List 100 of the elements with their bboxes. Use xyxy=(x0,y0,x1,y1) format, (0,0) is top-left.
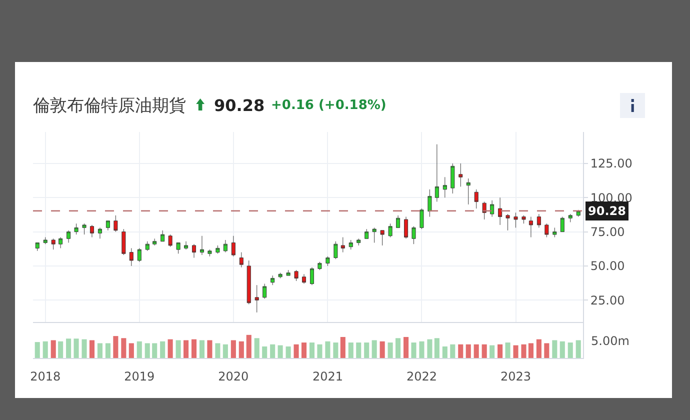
candlestick xyxy=(90,224,94,238)
candlestick xyxy=(334,241,338,260)
bar xyxy=(191,339,197,358)
candlestick xyxy=(302,274,306,284)
candlestick xyxy=(514,212,518,228)
bar xyxy=(294,344,299,358)
bar xyxy=(278,345,283,358)
text: 90.28 xyxy=(214,96,265,115)
bar xyxy=(152,343,158,358)
bar xyxy=(286,346,291,358)
bar xyxy=(168,339,173,358)
bar xyxy=(254,338,260,358)
candlestick xyxy=(208,249,212,257)
text: +0.16 (+0.18%) xyxy=(271,98,386,113)
candlestick xyxy=(442,176,447,198)
candlestick xyxy=(326,256,330,266)
candlestick xyxy=(450,163,455,194)
candlestick xyxy=(294,270,298,282)
candlestick xyxy=(137,248,142,262)
bar xyxy=(560,341,565,358)
candlestick xyxy=(560,216,564,232)
candlestick xyxy=(145,241,150,252)
bar xyxy=(466,344,471,358)
candlestick xyxy=(184,241,188,250)
bar xyxy=(144,343,150,358)
bar xyxy=(505,342,510,358)
candlestick xyxy=(51,238,56,250)
bar xyxy=(404,336,409,358)
bar xyxy=(458,344,464,358)
bar xyxy=(388,342,393,358)
bar xyxy=(364,342,370,358)
bar xyxy=(419,341,424,358)
candlestick xyxy=(490,200,494,217)
candlestick xyxy=(396,215,400,228)
candlestick xyxy=(506,214,510,231)
x-tick-label: 2023 xyxy=(500,369,532,384)
bar xyxy=(128,343,134,358)
bar xyxy=(427,339,432,358)
bar xyxy=(434,338,440,358)
candlestick xyxy=(544,223,549,238)
candlestick xyxy=(152,238,157,246)
bar xyxy=(411,342,416,358)
bar xyxy=(301,342,307,358)
bar xyxy=(576,340,581,358)
bar xyxy=(215,343,220,358)
candlestick xyxy=(216,245,220,254)
bar xyxy=(270,344,276,358)
candlestick xyxy=(239,252,244,268)
bar xyxy=(82,339,87,358)
bar xyxy=(136,341,142,358)
candlestick xyxy=(412,226,416,244)
bar xyxy=(309,342,315,358)
x-tick-label: 2019 xyxy=(124,369,155,384)
bar xyxy=(490,345,495,358)
bar xyxy=(42,341,48,358)
candlestick xyxy=(286,270,290,276)
bar xyxy=(230,340,236,358)
x-tick-label: 2022 xyxy=(406,369,438,384)
candlestick xyxy=(482,201,486,220)
candlestick xyxy=(82,223,86,235)
candlestick xyxy=(246,260,251,304)
x-tick-label: 2021 xyxy=(312,369,343,384)
bar xyxy=(348,342,354,358)
candlestick xyxy=(223,240,228,253)
bar xyxy=(325,341,330,358)
bar xyxy=(66,338,72,358)
candlestick xyxy=(278,272,282,279)
candlestick xyxy=(192,244,196,258)
bar xyxy=(238,341,244,358)
candlestick xyxy=(74,223,78,235)
candlestick xyxy=(310,267,314,286)
bar xyxy=(89,340,95,358)
bar xyxy=(536,339,542,358)
candlestick xyxy=(458,163,463,187)
bar xyxy=(34,342,40,358)
bar xyxy=(246,334,252,358)
y-tick-label: 125.00 xyxy=(590,156,632,171)
candlestick xyxy=(231,236,236,257)
candlestick xyxy=(106,220,110,231)
bar xyxy=(121,338,126,358)
bar xyxy=(58,341,64,358)
bar xyxy=(184,340,189,358)
candlestick xyxy=(200,236,204,256)
candlestick xyxy=(340,237,345,253)
bar xyxy=(176,340,181,358)
bar xyxy=(482,344,487,358)
bar xyxy=(262,346,268,358)
y-tick-label: 75.00 xyxy=(590,224,625,239)
candlestick xyxy=(568,214,572,222)
candlestick xyxy=(262,283,267,300)
candlestick xyxy=(66,230,71,243)
bar xyxy=(474,344,479,358)
candlestick xyxy=(404,216,408,239)
candlestick xyxy=(552,227,557,238)
bar xyxy=(207,340,212,358)
candlestick xyxy=(364,228,369,239)
bar xyxy=(340,336,346,358)
y-tick-label: 25.00 xyxy=(590,293,625,308)
bar xyxy=(222,344,228,358)
candlestick xyxy=(35,242,40,252)
